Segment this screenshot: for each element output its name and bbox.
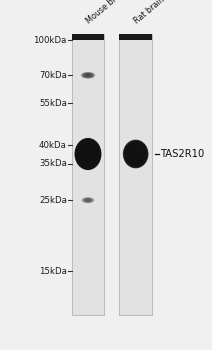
Ellipse shape (81, 197, 95, 203)
Ellipse shape (123, 140, 148, 168)
Ellipse shape (81, 72, 95, 79)
Ellipse shape (83, 148, 93, 160)
Ellipse shape (83, 198, 93, 203)
Text: 100kDa: 100kDa (33, 36, 67, 45)
Ellipse shape (83, 198, 93, 203)
Ellipse shape (128, 146, 143, 162)
Ellipse shape (126, 144, 145, 164)
Ellipse shape (130, 147, 141, 161)
Ellipse shape (126, 143, 146, 165)
Ellipse shape (78, 141, 98, 167)
Ellipse shape (133, 152, 138, 156)
Ellipse shape (84, 73, 92, 77)
Text: TAS2R10: TAS2R10 (160, 149, 204, 159)
Ellipse shape (79, 143, 97, 165)
Ellipse shape (82, 72, 94, 78)
Ellipse shape (82, 197, 94, 203)
Ellipse shape (84, 149, 92, 159)
Ellipse shape (83, 73, 93, 77)
Ellipse shape (131, 149, 140, 159)
Text: Mouse brain: Mouse brain (84, 0, 128, 26)
Ellipse shape (81, 146, 95, 162)
Text: 55kDa: 55kDa (39, 99, 67, 108)
Ellipse shape (78, 142, 98, 166)
Ellipse shape (128, 145, 144, 163)
Ellipse shape (82, 72, 94, 78)
Ellipse shape (82, 72, 94, 78)
Ellipse shape (82, 197, 94, 203)
Ellipse shape (80, 144, 96, 164)
Ellipse shape (75, 139, 101, 169)
Ellipse shape (82, 147, 94, 161)
Ellipse shape (123, 140, 148, 168)
Ellipse shape (84, 198, 92, 202)
Ellipse shape (129, 147, 142, 161)
Ellipse shape (84, 74, 92, 77)
Ellipse shape (82, 197, 94, 203)
Ellipse shape (81, 72, 95, 79)
Ellipse shape (84, 149, 92, 159)
Bar (119, 34, 152, 315)
Text: 25kDa: 25kDa (39, 196, 67, 205)
Ellipse shape (125, 142, 146, 166)
Ellipse shape (124, 141, 147, 167)
Ellipse shape (129, 146, 143, 162)
Ellipse shape (127, 144, 144, 164)
Ellipse shape (132, 150, 139, 158)
Ellipse shape (76, 139, 100, 169)
Ellipse shape (84, 198, 92, 202)
Text: 70kDa: 70kDa (39, 71, 67, 80)
Ellipse shape (85, 151, 91, 157)
Ellipse shape (74, 138, 102, 170)
Ellipse shape (83, 73, 93, 78)
Bar (71, 34, 104, 40)
Bar (119, 34, 152, 40)
Ellipse shape (85, 150, 91, 158)
Text: 35kDa: 35kDa (39, 159, 67, 168)
Ellipse shape (130, 148, 141, 160)
Ellipse shape (83, 198, 93, 203)
Ellipse shape (76, 140, 100, 168)
Ellipse shape (133, 151, 139, 157)
Ellipse shape (83, 73, 93, 78)
Ellipse shape (77, 141, 99, 167)
Text: 15kDa: 15kDa (39, 267, 67, 276)
Ellipse shape (81, 72, 95, 78)
Bar (71, 34, 104, 315)
Ellipse shape (132, 149, 140, 159)
Ellipse shape (81, 145, 95, 163)
Ellipse shape (125, 142, 147, 166)
Text: Rat brain: Rat brain (132, 0, 166, 26)
Ellipse shape (80, 145, 96, 163)
Text: 40kDa: 40kDa (39, 141, 67, 150)
Ellipse shape (82, 147, 93, 161)
